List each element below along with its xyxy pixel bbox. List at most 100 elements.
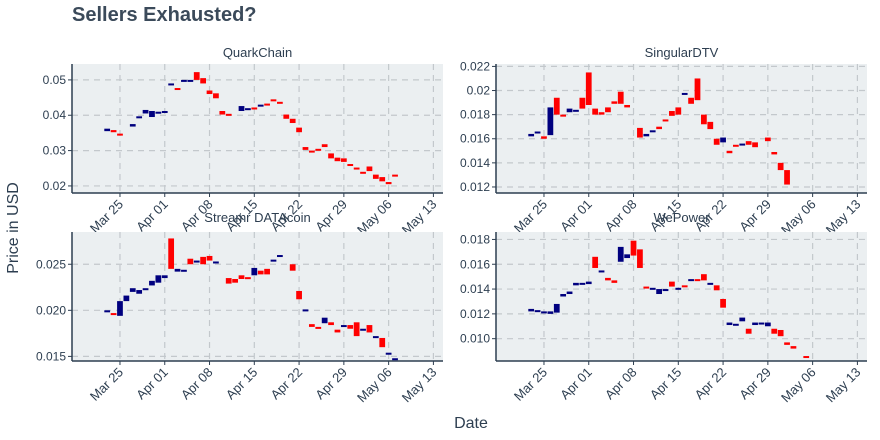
x-tick-label: Apr 29 [736,365,774,403]
candle-down [251,107,258,110]
y-tick-label: 0.02 [467,84,491,98]
page-title: Sellers Exhausted? [72,4,257,26]
candle-down [213,93,219,99]
candle-up [136,290,143,294]
x-tick-label: Mar 25 [511,365,550,404]
x-tick-label: Apr 29 [736,197,774,235]
candle-up [174,268,181,272]
candle-down [771,328,778,334]
candle-down [308,324,315,327]
y-tick-label: 0.025 [36,257,66,271]
candle-down [745,328,752,334]
candle-down [206,255,213,261]
y-tick-label: 0.02 [43,179,67,193]
candle-up [257,104,264,107]
y-tick-label: 0.018 [460,108,490,122]
candle-up [238,106,245,112]
candle-down [379,337,386,348]
candle-down [296,290,302,300]
candle-up [707,282,714,285]
candle-down [675,107,682,115]
candle-down [637,249,643,268]
candle-down [630,240,637,256]
candle-up [617,246,624,262]
candle-down [701,274,707,281]
x-tick-label: Apr 29 [312,365,350,403]
candle-up [104,128,111,132]
candle-up [624,254,631,259]
candle-down [385,182,392,185]
candle-up [739,317,746,322]
candle-up [149,111,155,118]
candle-down [669,281,675,287]
candle-down [656,126,662,130]
candle-down [264,103,270,106]
candle-up [187,79,194,82]
candle-up [573,109,579,112]
candle-down [790,346,797,349]
x-tick-label: May 06 [778,197,819,238]
candle-down [110,313,117,316]
candle-down [289,264,296,271]
candle-up [688,279,694,282]
y-axis-label: Price in USD [5,182,22,274]
y-tick-label: 0.03 [43,144,67,158]
candle-up [142,288,149,291]
candle-down [200,256,207,265]
candle-down [200,78,207,84]
panel-background [496,64,867,193]
candle-down [694,279,701,282]
y-tick-label: 0.04 [43,108,67,122]
x-tick-label: Apr 01 [133,365,171,403]
y-tick-label: 0.020 [36,303,66,317]
candle-down [707,121,714,130]
x-tick-label: May 13 [399,365,440,406]
candle-up [123,295,130,302]
candle-down [585,72,592,105]
y-tick-label: 0.018 [460,232,490,246]
candle-down [340,158,347,162]
candle-down [605,277,611,281]
candle-up [675,287,682,290]
candle-down [289,118,296,124]
candle-down [745,141,752,145]
candle-down [257,270,264,275]
candle-down [688,97,694,104]
candle-down [277,101,283,104]
candle-down [713,138,720,145]
candle-down [283,114,290,119]
candle-up [117,301,123,316]
candle-down [110,130,117,133]
panel-title: WePower [653,210,710,225]
y-tick-label: 0.016 [460,257,490,271]
candle-down [232,278,238,283]
x-tick-label: Apr 22 [268,365,306,403]
candle-down [308,150,315,153]
candle-up [161,111,168,114]
candle-down [366,325,373,333]
candle-up [566,291,573,295]
candle-down [347,325,354,329]
candle-down [771,152,778,155]
candle-down [117,133,123,136]
candle-down [372,174,379,179]
x-tick-label: May 13 [823,365,864,406]
candle-up [142,109,149,114]
candle-up [566,108,573,113]
candle-down [353,167,360,170]
x-tick-label: Apr 01 [557,197,595,235]
x-axis-label: Date [454,415,488,432]
x-tick-label: Apr 22 [692,365,730,403]
candle-down [579,97,586,109]
candle-up [181,79,187,82]
y-tick-label: 0.022 [460,59,490,73]
x-tick-label: May 06 [354,365,395,406]
candle-up [649,130,656,133]
candle-up [662,289,669,292]
y-tick-label: 0.05 [43,73,67,87]
candle-down [701,114,707,125]
candle-down [752,142,758,148]
candle-down [187,258,194,265]
candle-up [598,270,605,273]
